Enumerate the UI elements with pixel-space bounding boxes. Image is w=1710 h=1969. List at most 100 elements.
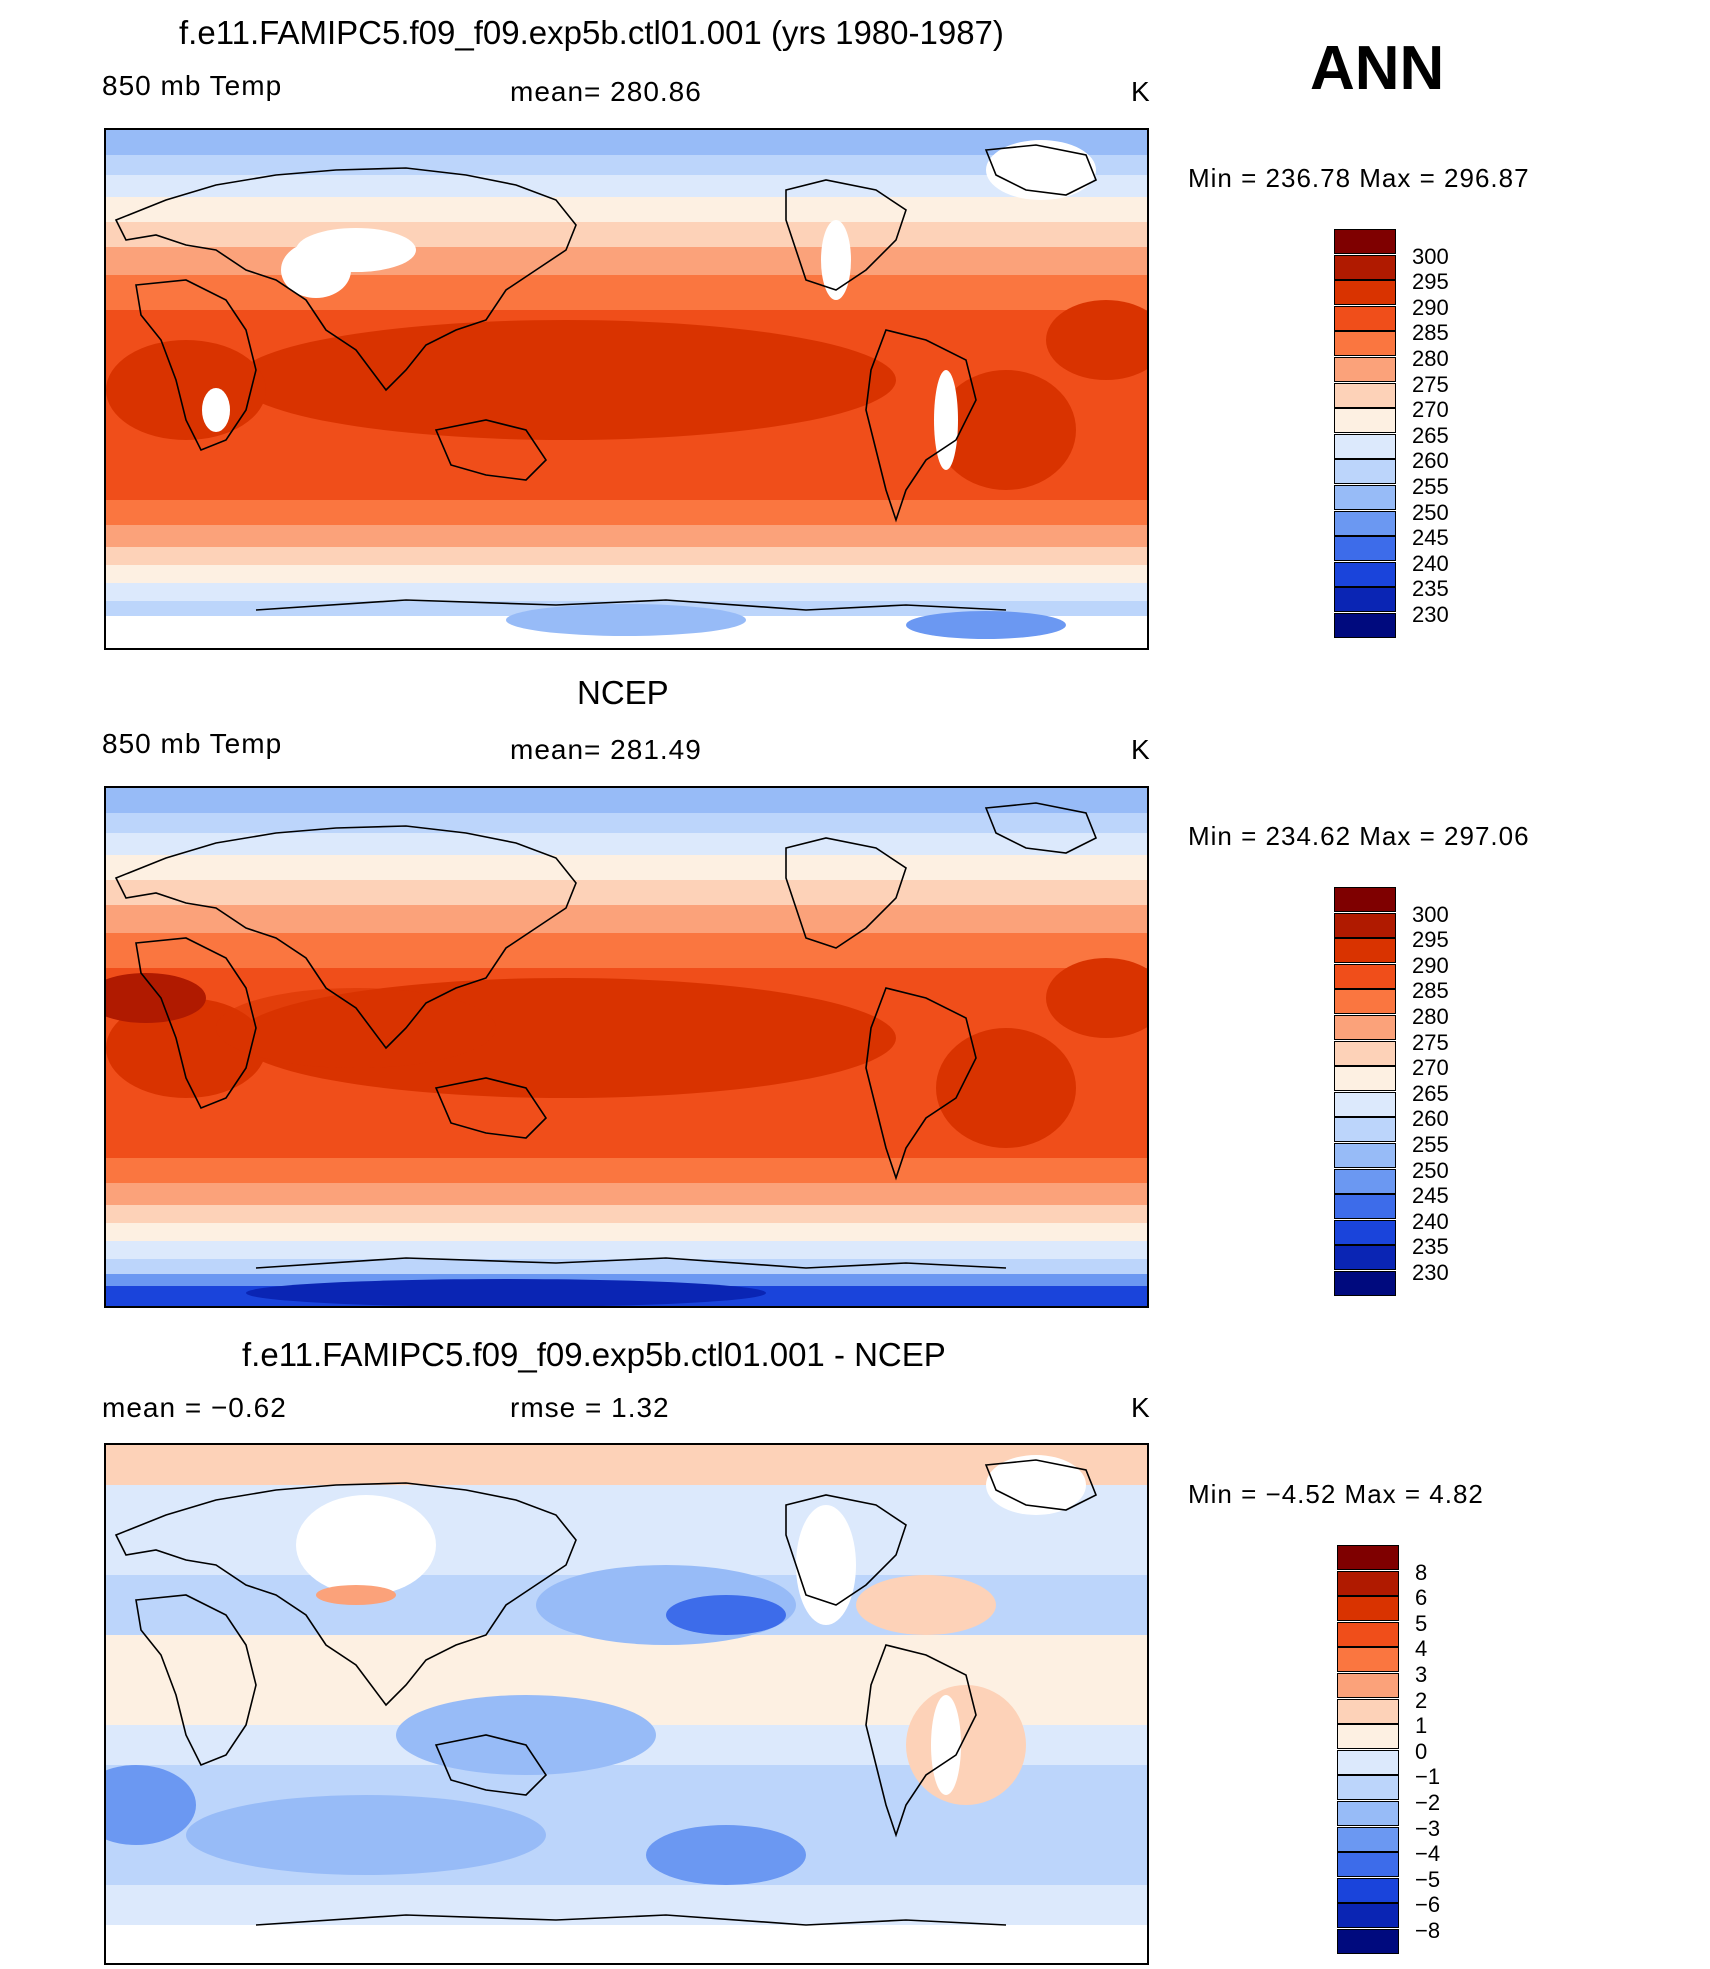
colorbar-label: −1: [1415, 1764, 1441, 1790]
colorbar-swatch: [1337, 1570, 1399, 1596]
colorbar-label: −5: [1415, 1866, 1441, 1892]
colorbar-swatch: [1334, 331, 1396, 357]
coastline: [785, 1494, 907, 1606]
colorbar-label: −4: [1415, 1841, 1441, 1867]
colorbar-swatch: [1337, 1877, 1399, 1903]
coastline: [135, 1594, 257, 1767]
colorbar-label: 285: [1412, 320, 1449, 346]
colorbar-swatch: [1334, 613, 1396, 638]
colorbar-swatch: [1334, 1194, 1396, 1220]
coastline: [135, 937, 257, 1110]
contour-band: [106, 880, 1147, 905]
contour-band: [106, 275, 1147, 310]
coastline: [135, 279, 257, 452]
contour-band: [106, 583, 1147, 601]
contour-region: [246, 1279, 766, 1306]
contour-region: [934, 370, 958, 470]
contour-band: [106, 813, 1147, 833]
contour-region: [236, 320, 896, 440]
colorbar-label: 5: [1415, 1610, 1428, 1636]
contour-region: [986, 140, 1096, 200]
contour-band: [106, 788, 1147, 813]
colorbar-label: −6: [1415, 1892, 1441, 1918]
colorbar-swatch: [1334, 305, 1396, 331]
colorbar-label: 275: [1412, 1029, 1449, 1055]
colorbar-swatch: [1334, 485, 1396, 510]
contour-band: [106, 1259, 1147, 1274]
contour-band: [106, 247, 1147, 275]
panel-diff-rmse: rmse = 1.32: [510, 1392, 670, 1423]
contour-region: [931, 1695, 961, 1795]
colorbar-swatch: [1334, 989, 1396, 1015]
colorbar-label: 275: [1412, 371, 1449, 397]
colorbar-label: 4: [1415, 1636, 1428, 1662]
colorbar-swatch: [1334, 1271, 1396, 1296]
contour-region: [296, 1495, 436, 1595]
panel-model-title: f.e11.FAMIPC5.f09_f09.exp5b.ctl01.001 (y…: [179, 14, 1004, 51]
colorbar-swatch: [1334, 408, 1396, 434]
panel-obs-variable: 850 mb Temp: [102, 728, 283, 759]
colorbar-label: 280: [1412, 346, 1449, 371]
colorbar-label: 295: [1412, 269, 1449, 295]
contour-region: [506, 604, 746, 636]
contour-region: [106, 340, 266, 440]
panel-obs-title: NCEP: [577, 674, 669, 711]
colorbar-label: 255: [1412, 1132, 1449, 1157]
coastline: [114, 825, 577, 1050]
colorbar-label: −3: [1415, 1815, 1441, 1841]
panel-obs-units: K: [1131, 734, 1151, 765]
colorbar-swatch: [1334, 963, 1396, 989]
colorbar-swatch: [1334, 280, 1396, 306]
coastline: [434, 1734, 548, 1796]
contour-band: [106, 1158, 1147, 1183]
contour-region: [856, 1575, 996, 1635]
coastline: [114, 1482, 577, 1707]
contour-region: [666, 1595, 786, 1635]
colorbar-label: 230: [1412, 1260, 1449, 1285]
colorbar-swatch: [1334, 1015, 1396, 1040]
coastline: [785, 837, 907, 949]
colorbar-label: 6: [1415, 1585, 1428, 1611]
panel-diff-map: [104, 1443, 1149, 1965]
contour-region: [986, 1455, 1086, 1515]
colorbar-label: 255: [1412, 474, 1449, 499]
colorbar-swatch: [1334, 912, 1396, 938]
colorbar-swatch: [1334, 382, 1396, 408]
contour-region: [396, 1695, 656, 1775]
colorbar-label: 285: [1412, 978, 1449, 1004]
coastline: [984, 802, 1098, 854]
colorbar-swatch: [1334, 1143, 1396, 1168]
colorbar-swatch: [1334, 1091, 1396, 1117]
colorbar-label: 300: [1412, 901, 1449, 927]
contour-band: [106, 1223, 1147, 1241]
colorbar-swatch: [1337, 1801, 1399, 1826]
contour-region: [796, 1505, 856, 1625]
coastline: [255, 599, 1007, 611]
coastline: [865, 987, 977, 1181]
colorbar-swatch: [1337, 1698, 1399, 1724]
season-label: ANN: [1310, 34, 1445, 103]
contour-region: [316, 1585, 396, 1605]
colorbar-label: 240: [1412, 550, 1449, 576]
contour-region: [106, 1765, 196, 1845]
colorbar-swatch: [1334, 1117, 1396, 1143]
colorbar-label: 265: [1412, 1080, 1449, 1106]
colorbar-swatch: [1334, 561, 1396, 587]
coastline: [865, 329, 977, 523]
contour-band: [106, 130, 1147, 155]
coastline: [785, 179, 907, 291]
contour-region: [646, 1825, 806, 1885]
colorbar-swatch: [1337, 1929, 1399, 1954]
colorbar-label: 235: [1412, 1234, 1449, 1260]
contour-band: [106, 1445, 1147, 1485]
colorbar-swatch: [1337, 1826, 1399, 1852]
colorbar-swatch: [1334, 887, 1396, 912]
colorbar-swatch: [1334, 229, 1396, 254]
contour-band: [106, 175, 1147, 197]
contour-region: [186, 1795, 546, 1875]
colorbar-label: 1: [1415, 1713, 1428, 1739]
colorbar-label: 300: [1412, 243, 1449, 269]
colorbar-swatch: [1334, 1245, 1396, 1271]
contour-band: [106, 547, 1147, 565]
colorbar-swatch: [1334, 254, 1396, 280]
